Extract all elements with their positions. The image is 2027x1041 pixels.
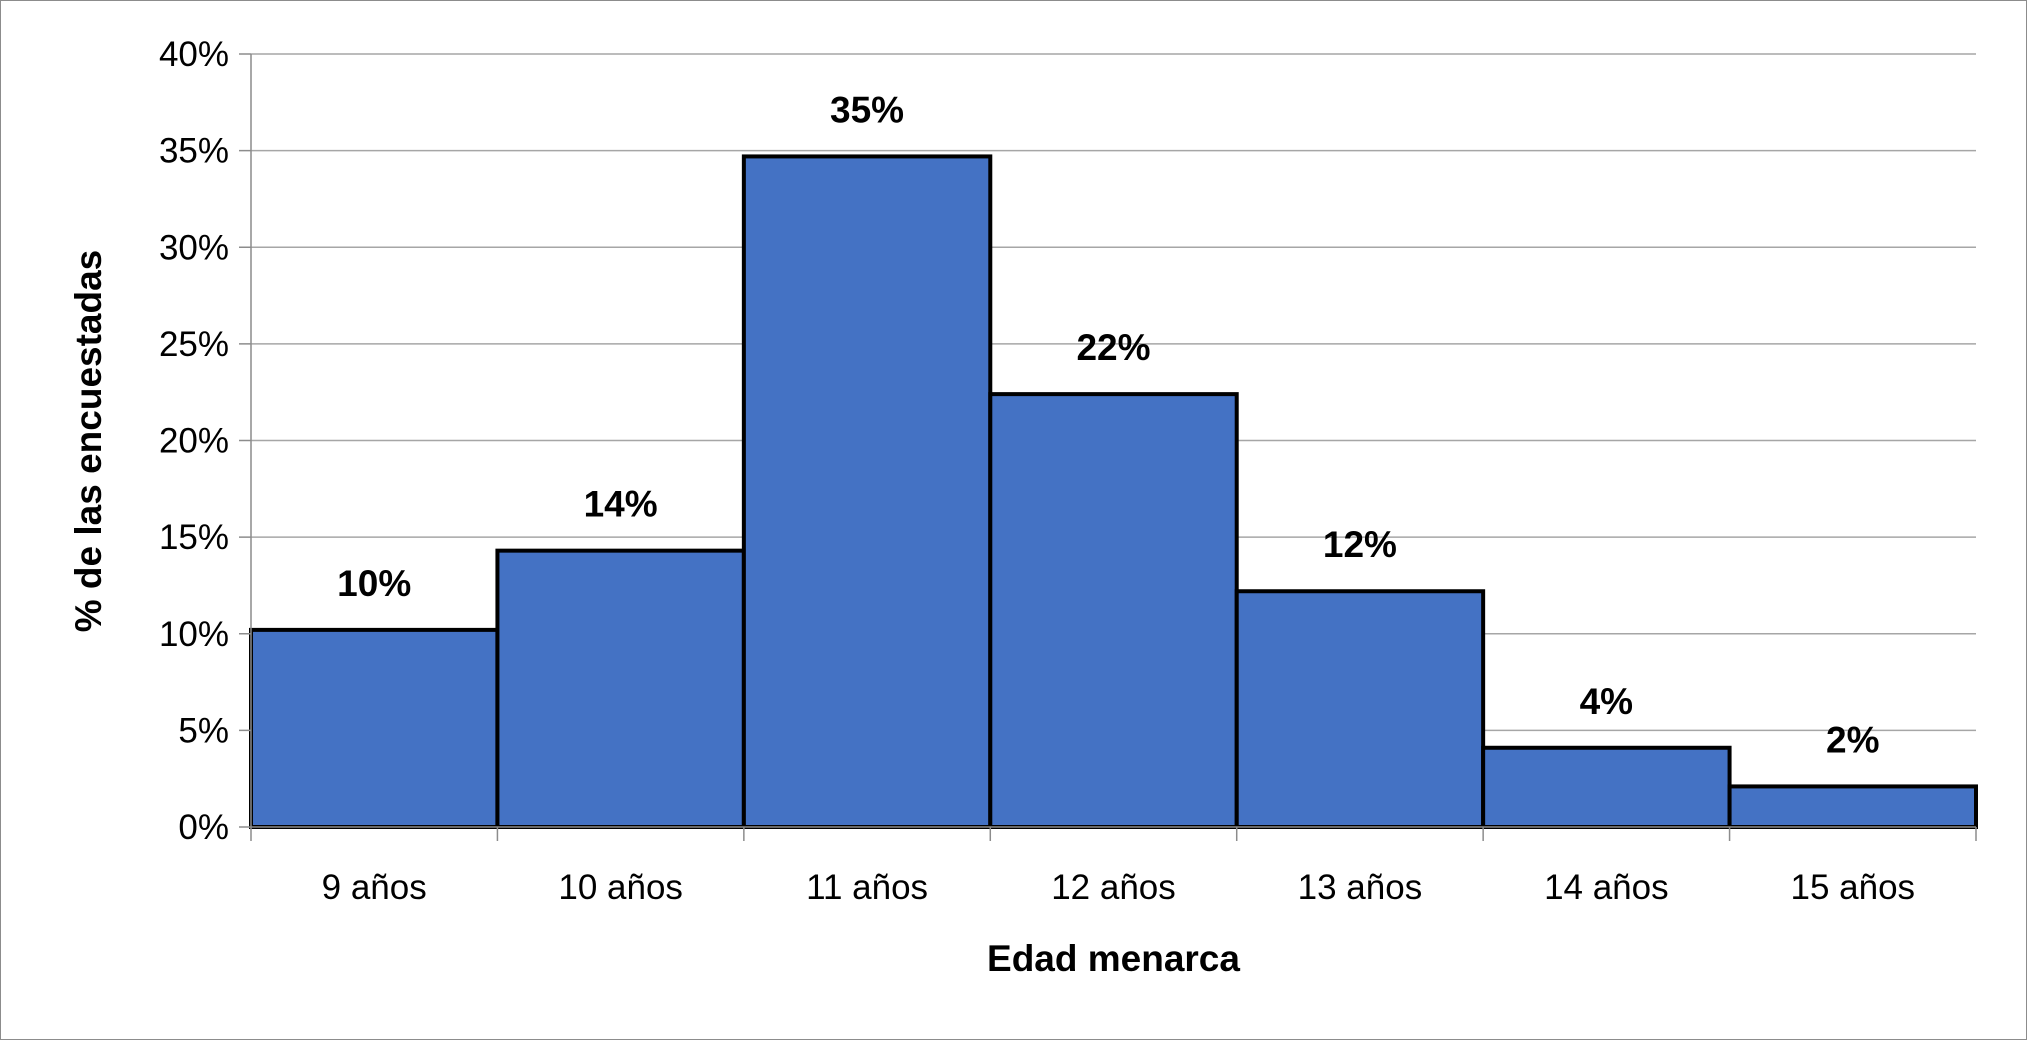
data-label: 4% [1580, 681, 1633, 722]
y-tick-label: 25% [159, 325, 229, 364]
bar [741, 154, 993, 830]
y-axis-title: % de las encuestadas [68, 250, 109, 633]
y-tick-label: 40% [159, 35, 229, 74]
y-tick-label: 0% [178, 808, 229, 847]
bar [1727, 784, 1978, 829]
y-axis-tick-labels: 0% 5% 10% 15% 20% 25% 30% 35% 40% [159, 35, 229, 847]
bar [988, 392, 1239, 829]
bar [1481, 745, 1732, 830]
x-axis-tick-labels: 9 años 10 años 11 años 12 años 13 años 14 año… [322, 868, 1915, 907]
x-tick-label: 11 años [806, 868, 928, 907]
x-tick-label: 15 años [1791, 868, 1916, 907]
data-label: 10% [337, 563, 411, 604]
data-label: 35% [830, 89, 904, 130]
x-axis-title: Edad menarca [987, 938, 1240, 979]
bar [1234, 589, 1486, 829]
y-tick-label: 30% [159, 228, 229, 267]
axes [239, 53, 1977, 841]
y-tick-label: 35% [159, 132, 229, 171]
data-labels: 10% 14% 35% 22% 12% 4% 2% [337, 89, 1879, 760]
data-label: 14% [584, 484, 658, 525]
x-tick-label: 12 años [1051, 868, 1176, 907]
bars [249, 154, 1978, 830]
bar [249, 627, 500, 830]
data-label: 2% [1826, 719, 1879, 760]
x-tick-label: 14 años [1544, 868, 1669, 907]
x-tick-label: 10 años [558, 868, 683, 907]
x-tick-label: 13 años [1298, 868, 1423, 907]
x-tick-label: 9 años [322, 868, 427, 907]
y-tick-label: 5% [178, 711, 229, 750]
data-label: 12% [1323, 524, 1397, 565]
y-tick-label: 20% [159, 422, 229, 461]
bar [495, 548, 746, 830]
data-label: 22% [1076, 327, 1150, 368]
y-tick-label: 15% [159, 518, 229, 557]
y-tick-label: 10% [159, 615, 229, 654]
